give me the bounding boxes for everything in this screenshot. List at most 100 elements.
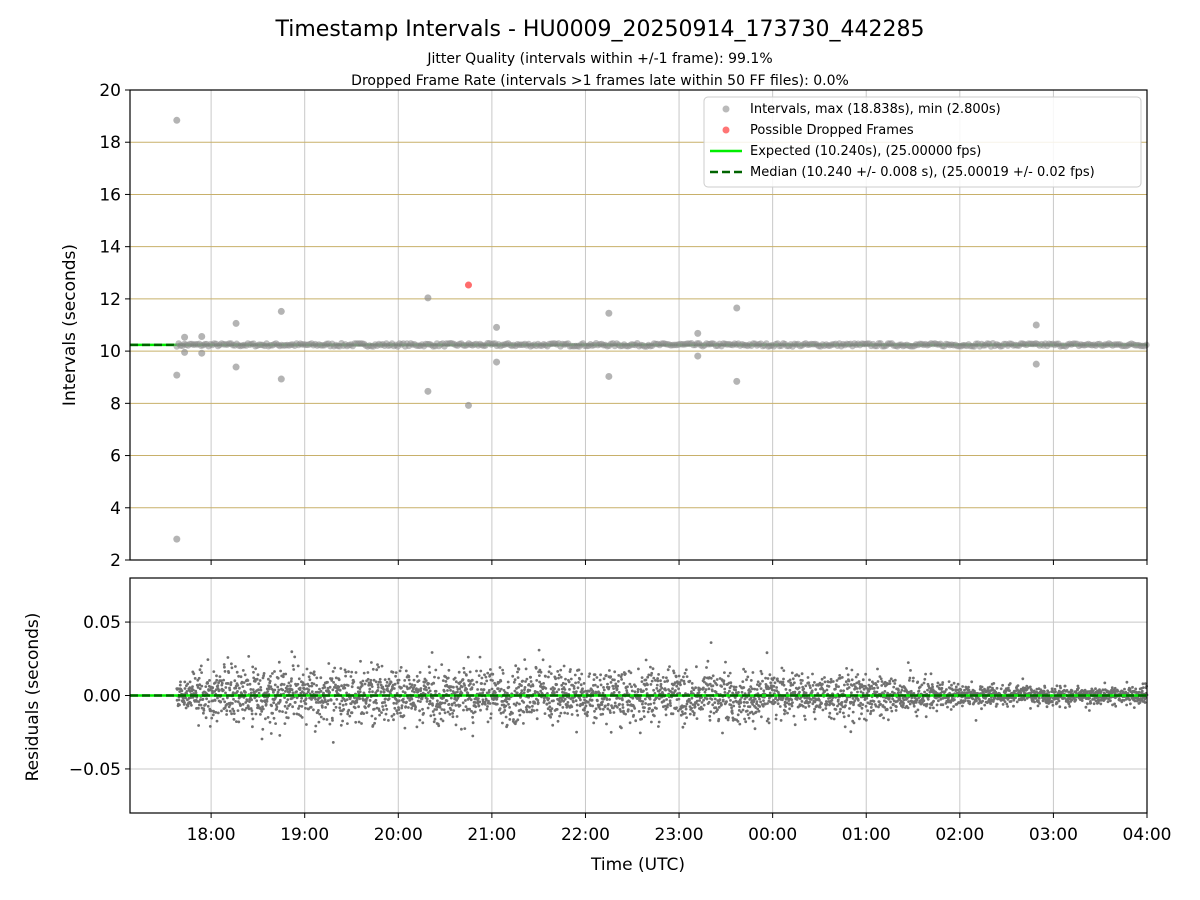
residual-point (350, 670, 354, 674)
residual-point (811, 702, 815, 706)
residual-point (885, 708, 889, 712)
x-tick-label: 03:00 (1029, 825, 1078, 845)
residual-point (457, 670, 461, 674)
residual-point (601, 712, 605, 716)
residual-point (291, 664, 295, 668)
residual-point (544, 675, 547, 678)
residual-point (461, 701, 465, 705)
residual-point (718, 698, 722, 702)
residual-point (655, 707, 658, 710)
residual-point (966, 691, 970, 694)
residual-point (814, 688, 818, 691)
residual-point (870, 684, 873, 688)
residual-point (497, 687, 500, 690)
residual-point (1028, 685, 1032, 689)
residual-point (516, 670, 519, 674)
residual-point (298, 686, 302, 690)
residual-point (711, 689, 714, 693)
residual-point (343, 686, 347, 690)
residual-point (473, 710, 477, 714)
residual-point (268, 687, 271, 691)
residual-point (569, 677, 573, 681)
residual-point (846, 683, 849, 686)
residual-point (828, 696, 832, 699)
residual-point (211, 691, 214, 695)
residual-point (529, 680, 533, 683)
residual-point (703, 680, 706, 684)
residual-point (469, 698, 473, 702)
residual-point (980, 685, 984, 689)
residual-point (577, 681, 580, 684)
residual-point (425, 700, 429, 703)
residual-point (194, 691, 198, 695)
residual-point (273, 670, 276, 673)
residual-point (558, 714, 561, 718)
residual-point (414, 705, 417, 709)
residual-point (640, 680, 644, 683)
residual-point (478, 655, 482, 659)
residual-point (485, 707, 489, 711)
residual-point (1067, 702, 1071, 706)
residual-point (310, 690, 314, 694)
residual-point (267, 677, 270, 681)
residual-point (503, 709, 507, 712)
residual-point (722, 679, 726, 683)
residual-point (262, 674, 265, 678)
residual-point (338, 702, 342, 706)
residual-point (529, 685, 533, 688)
residual-point (924, 715, 928, 719)
residual-point (261, 676, 265, 680)
residual-point (858, 704, 862, 708)
residual-point (908, 676, 912, 680)
residual-point (410, 683, 414, 687)
residual-point (704, 688, 708, 691)
residual-point (513, 689, 517, 693)
residual-point (717, 717, 721, 721)
residual-point (418, 709, 421, 713)
residual-point (382, 690, 386, 694)
residual-point (552, 691, 556, 695)
residual-point (974, 719, 978, 722)
residual-point (641, 702, 644, 706)
residual-point (508, 706, 511, 709)
residual-point (609, 711, 612, 714)
residual-point (816, 692, 820, 695)
residual-point (655, 696, 659, 699)
interval-outlier-point (464, 401, 472, 409)
residual-point (529, 675, 532, 679)
residual-point (346, 684, 350, 687)
residual-point (902, 701, 905, 705)
residual-point (606, 702, 610, 706)
residual-point (206, 681, 210, 685)
residual-point (518, 702, 521, 706)
residual-point (354, 720, 358, 724)
residual-point (760, 715, 763, 719)
residual-point (206, 704, 210, 708)
residual-point (410, 706, 413, 710)
residual-point (229, 683, 233, 687)
residual-point (387, 677, 391, 681)
residual-point (549, 709, 553, 713)
residual-point (322, 691, 325, 695)
residual-point (287, 681, 291, 685)
residual-point (561, 706, 565, 709)
residual-point (746, 701, 749, 704)
residual-point (277, 660, 281, 664)
residual-point (1012, 704, 1015, 708)
residual-point (682, 675, 685, 679)
residual-point (378, 713, 381, 717)
residual-point (734, 688, 737, 692)
residual-point (897, 688, 900, 692)
residual-point (726, 718, 730, 722)
residual-point (1142, 686, 1145, 689)
residual-point (278, 734, 282, 737)
residual-point (803, 714, 806, 718)
residual-point (1015, 700, 1019, 704)
residual-point (613, 678, 616, 682)
residual-point (226, 696, 229, 700)
residual-point (396, 681, 400, 685)
residuals-y-tick-label: 0.05 (83, 613, 121, 633)
residual-point (213, 699, 217, 702)
residual-point (528, 705, 531, 709)
residual-point (372, 707, 376, 711)
